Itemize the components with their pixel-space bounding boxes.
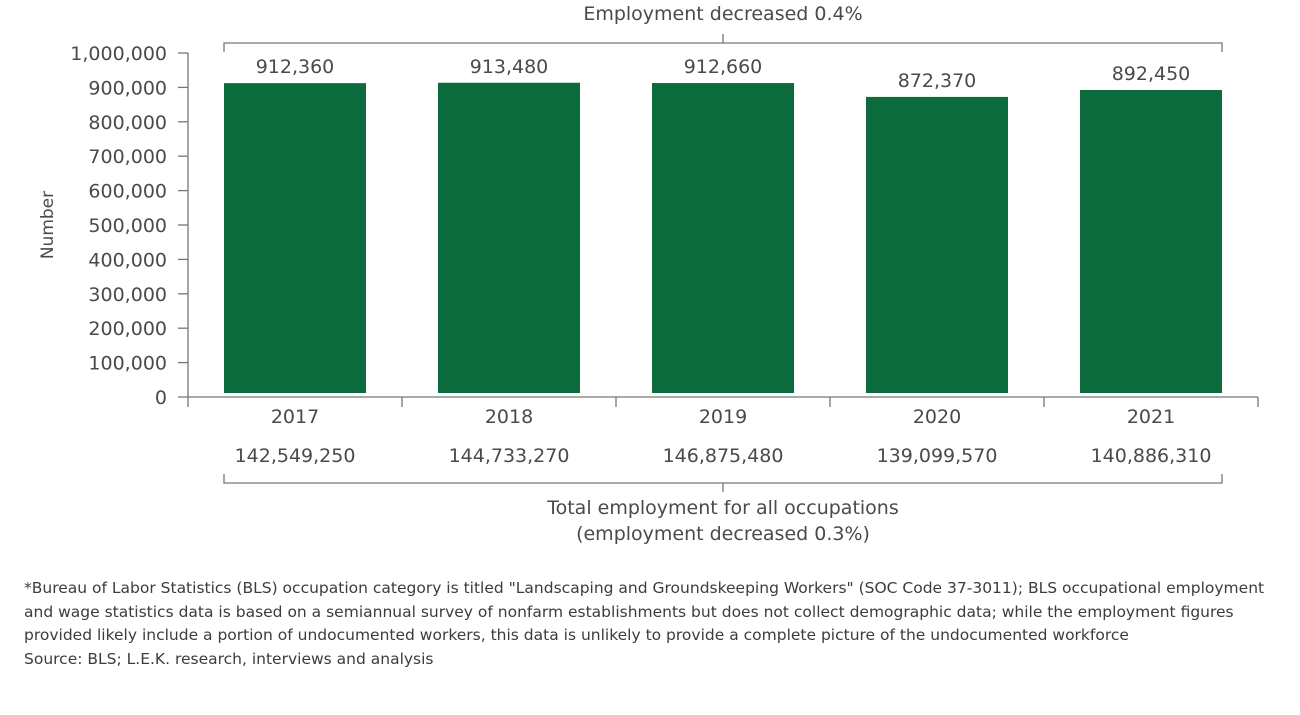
data-label: 913,480 (470, 56, 549, 78)
bar-2021 (1080, 89, 1222, 394)
bar-2018 (438, 82, 580, 393)
y-tick-label: 500,000 (88, 215, 167, 237)
bar-chart: 0 100,000 200,000 300,000 400,000 500,000 600,… (38, 3, 1259, 545)
data-label: 912,660 (684, 56, 763, 78)
notes: *Bureau of Labor Statistics (BLS) occupa… (24, 577, 1294, 671)
y-tick-label: 900,000 (88, 77, 167, 99)
source: Source: BLS; L.E.K. research, interviews… (24, 649, 434, 668)
y-tick-label: 0 (155, 387, 167, 409)
footnote: *Bureau of Labor Statistics (BLS) occupa… (24, 579, 1265, 644)
x-tick-label: 2018 (485, 406, 533, 428)
y-tick-label: 400,000 (88, 249, 167, 271)
bottom-annotation-line1: Total employment for all occupations (546, 497, 899, 519)
bar-2017 (224, 83, 366, 393)
bottom-bracket (223, 474, 1223, 492)
y-tick-label: 700,000 (88, 146, 167, 168)
total-employment-value: 140,886,310 (1091, 445, 1212, 467)
total-employment-value: 139,099,570 (877, 445, 998, 467)
bar-2019 (652, 83, 794, 394)
data-label: 912,360 (256, 56, 335, 78)
x-tick-label: 2019 (699, 406, 747, 428)
y-axis-label: Number (38, 191, 58, 259)
top-annotation: Employment decreased 0.4% (583, 3, 862, 25)
total-employment-value: 144,733,270 (449, 445, 570, 467)
data-label: 872,370 (898, 70, 977, 92)
total-employment-value: 146,875,480 (663, 445, 784, 467)
top-bracket (223, 34, 1223, 52)
y-tick-label: 600,000 (88, 181, 167, 203)
y-tick-label: 100,000 (88, 353, 167, 375)
total-employment-value: 142,549,250 (235, 445, 356, 467)
y-tick-label: 300,000 (88, 284, 167, 306)
data-label: 892,450 (1112, 63, 1191, 85)
y-tick-label: 200,000 (88, 318, 167, 340)
bar-2020 (866, 96, 1008, 393)
bottom-annotation-line2: (employment decreased 0.3%) (576, 523, 870, 545)
x-tick-label: 2021 (1127, 406, 1175, 428)
x-tick-label: 2017 (271, 406, 319, 428)
y-tick-label: 1,000,000 (70, 43, 167, 65)
y-tick-label: 800,000 (88, 112, 167, 134)
x-tick-label: 2020 (913, 406, 961, 428)
